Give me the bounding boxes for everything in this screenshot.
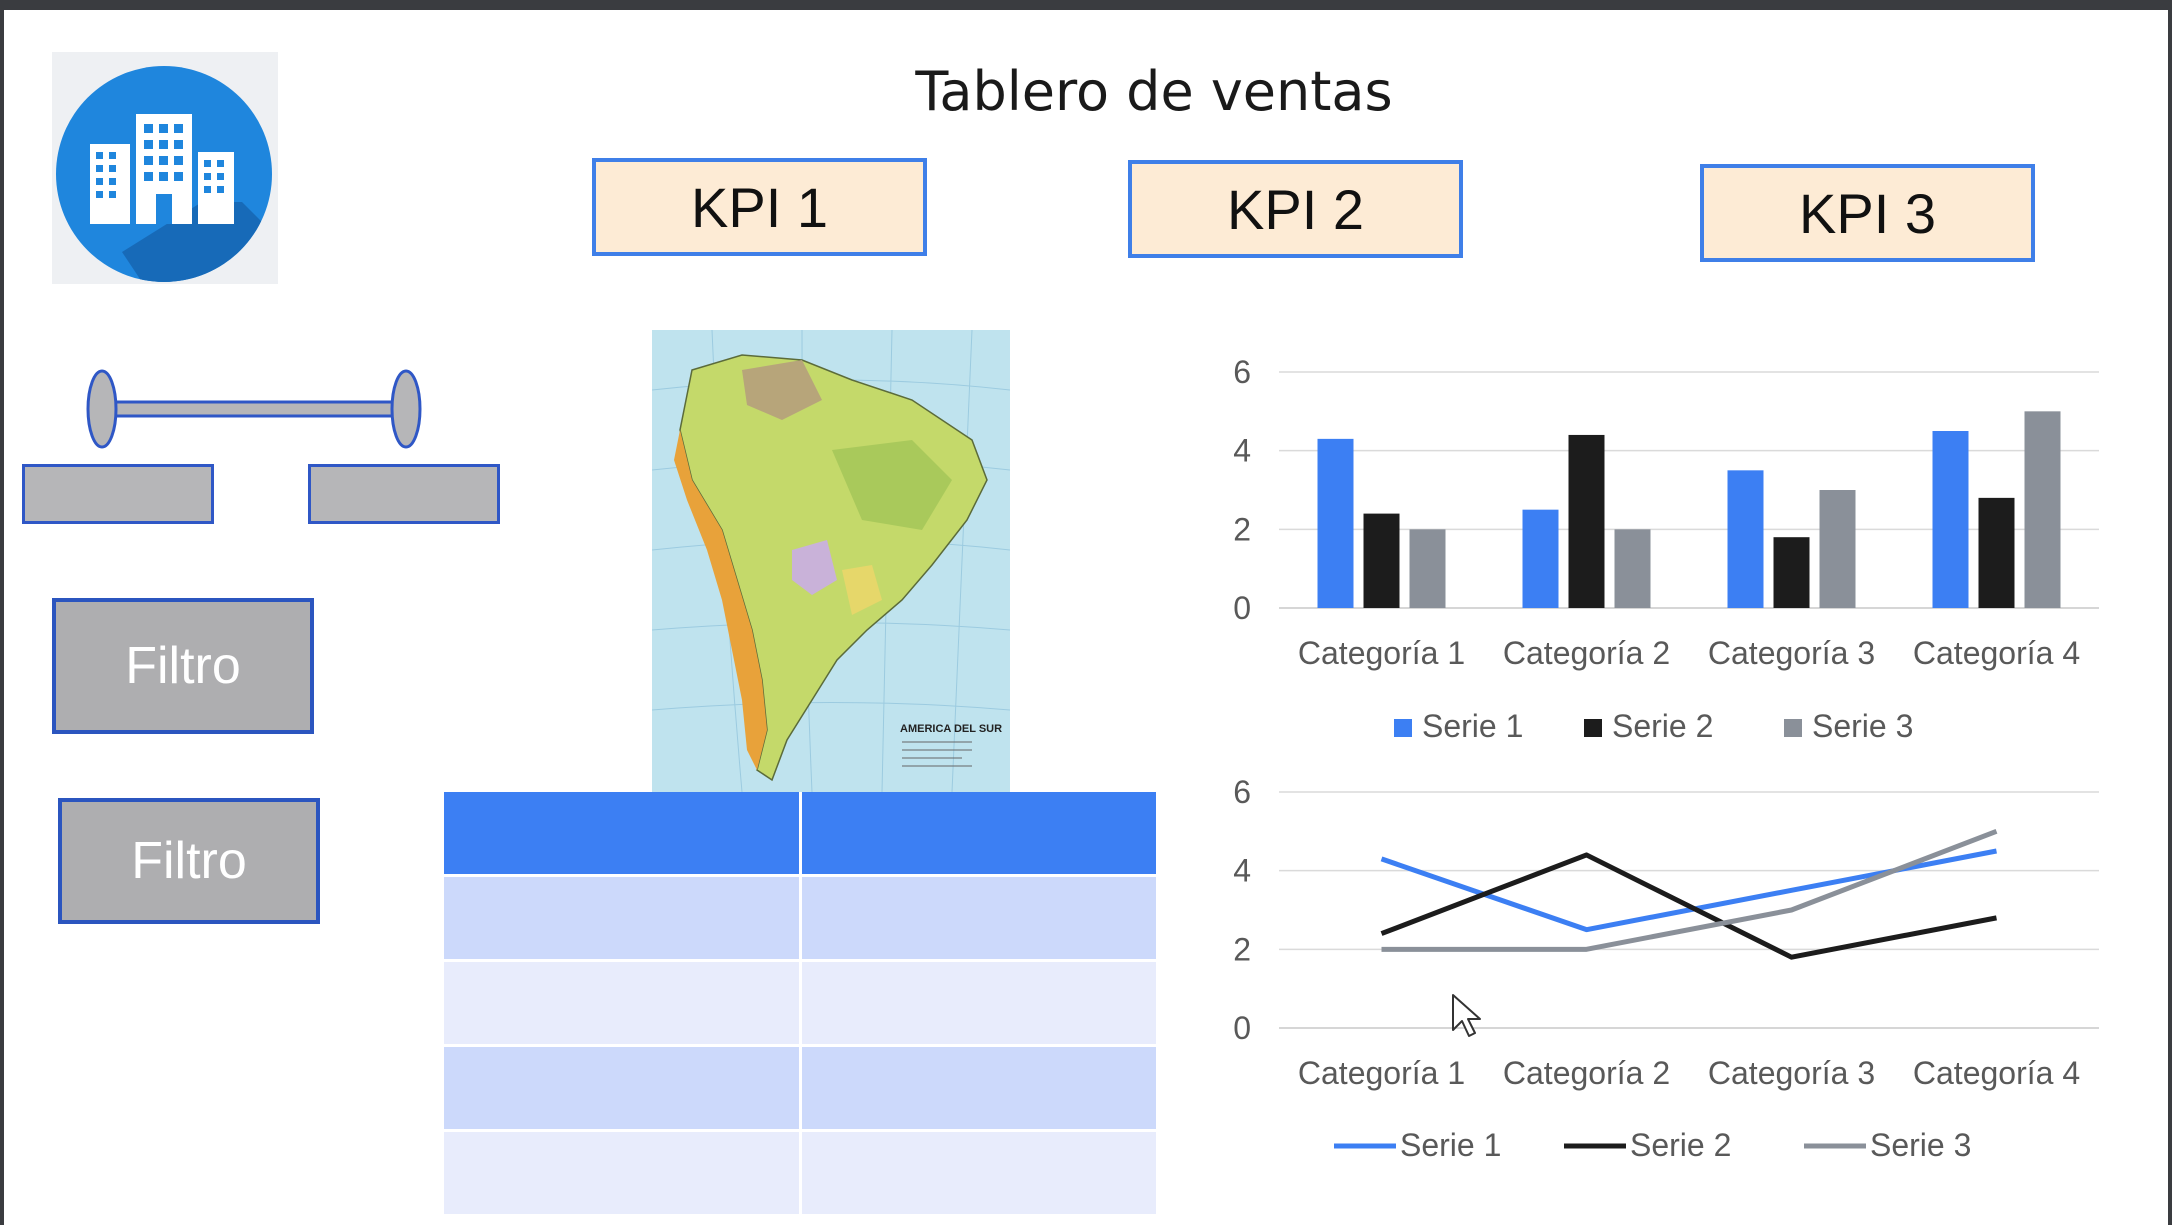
legend-label: Serie 1 [1400, 1127, 1501, 1163]
bar-2-4 [1978, 497, 2015, 608]
legend-item: Serie 2 [1584, 708, 1713, 744]
bar-3-4 [2024, 411, 2061, 608]
x-tick-label: Categoría 1 [1298, 635, 1465, 671]
x-tick-label: Categoría 3 [1708, 1055, 1875, 1091]
table-cell [801, 1047, 1156, 1129]
legend-swatch [1784, 719, 1802, 737]
mouse-pointer-icon [1452, 994, 1481, 1037]
table-cell [444, 1047, 799, 1129]
x-tick-label: Categoría 4 [1913, 635, 2080, 671]
table-cell [444, 1132, 799, 1214]
legend-label: Serie 2 [1630, 1127, 1731, 1163]
legend-item: Serie 3 [1784, 708, 1913, 744]
buildings-icon [56, 66, 272, 282]
svg-text:AMERICA DEL SUR: AMERICA DEL SUR [900, 723, 1002, 735]
table-row [444, 1047, 1156, 1129]
legend-label: Serie 1 [1422, 708, 1523, 744]
table-row [444, 877, 1156, 959]
legend-label: Serie 2 [1612, 708, 1713, 744]
x-tick-label: Categoría 2 [1503, 635, 1670, 671]
x-tick-label: Categoría 1 [1298, 1055, 1465, 1091]
south-america-map: AMERICA DEL SUR [651, 329, 1011, 793]
range-slider-track [86, 369, 422, 449]
y-tick-label: 4 [1233, 853, 1251, 889]
range-slider[interactable] [76, 360, 436, 450]
legend-item: Serie 1 [1334, 1127, 1501, 1163]
bar-3-2 [1614, 529, 1651, 608]
bar-1-1 [1317, 438, 1354, 608]
legend-swatch [1584, 719, 1602, 737]
range-max-box[interactable] [308, 464, 500, 524]
line-series-1 [1380, 848, 1997, 933]
table-row [444, 962, 1156, 1044]
bar-1-3 [1727, 470, 1764, 608]
map-image: AMERICA DEL SUR [651, 329, 1011, 793]
table-cell [444, 877, 799, 959]
bar-2-1 [1363, 513, 1400, 608]
line-chart: 0 2 4 6 Categoría 1 Categoría 2 Categoría 3 Cat… [1233, 774, 2099, 1163]
map-caption: AMERICA DEL SUR [900, 723, 1002, 735]
x-tick-label: Categoría 4 [1913, 1055, 2080, 1091]
x-tick-label: Categoría 2 [1503, 1055, 1670, 1091]
table-header-cell [801, 792, 1156, 874]
table-row [444, 1132, 1156, 1214]
filter-button-1[interactable]: Filtro [52, 598, 314, 734]
line-series-2 [1380, 852, 1997, 960]
kpi-1-card[interactable]: KPI 1 [592, 158, 927, 256]
bar-1-4 [1932, 431, 1969, 608]
y-tick-label: 6 [1233, 354, 1251, 390]
bar-1-2 [1522, 509, 1559, 608]
range-min-box[interactable] [22, 464, 214, 524]
data-table [444, 792, 1156, 1217]
legend-item: Serie 3 [1804, 1127, 1971, 1163]
bar-3-1 [1409, 529, 1446, 608]
bar-2-2 [1568, 434, 1605, 608]
range-slider-handle-max[interactable] [390, 369, 422, 449]
legend-label: Serie 3 [1870, 1127, 1971, 1163]
y-tick-label: 0 [1233, 1010, 1251, 1046]
table-cell [801, 962, 1156, 1044]
y-tick-label: 0 [1233, 590, 1251, 626]
slide-canvas: Tablero de ventas KPI 1 [4, 10, 2168, 1225]
table-cell [444, 962, 799, 1044]
kpi-3-card[interactable]: KPI 3 [1700, 164, 2035, 262]
range-slider-handle-min[interactable] [86, 369, 118, 449]
kpi-2-card[interactable]: KPI 2 [1128, 160, 1463, 258]
table-cell [801, 877, 1156, 959]
bar-2-3 [1773, 537, 1810, 608]
table-header-row [444, 792, 1156, 874]
bar-chart: 0 2 4 6 Categoría 1 Categoría 2 Categoría 3 Cat… [1233, 354, 2099, 744]
table-header-cell [444, 792, 799, 874]
line-series-3 [1381, 828, 1998, 952]
legend-item: Serie 1 [1394, 708, 1523, 744]
legend-label: Serie 3 [1812, 708, 1913, 744]
y-tick-label: 6 [1233, 774, 1251, 810]
filter-button-2[interactable]: Filtro [58, 798, 320, 924]
table-cell [801, 1132, 1156, 1214]
legend-swatch [1394, 719, 1412, 737]
logo [52, 52, 278, 284]
y-tick-label: 2 [1233, 511, 1251, 547]
page-title: Tablero de ventas [915, 60, 1393, 123]
bar-3-3 [1819, 490, 1856, 608]
legend-item: Serie 2 [1564, 1127, 1731, 1163]
y-tick-label: 4 [1233, 433, 1251, 469]
x-tick-label: Categoría 3 [1708, 635, 1875, 671]
y-tick-label: 2 [1233, 931, 1251, 967]
